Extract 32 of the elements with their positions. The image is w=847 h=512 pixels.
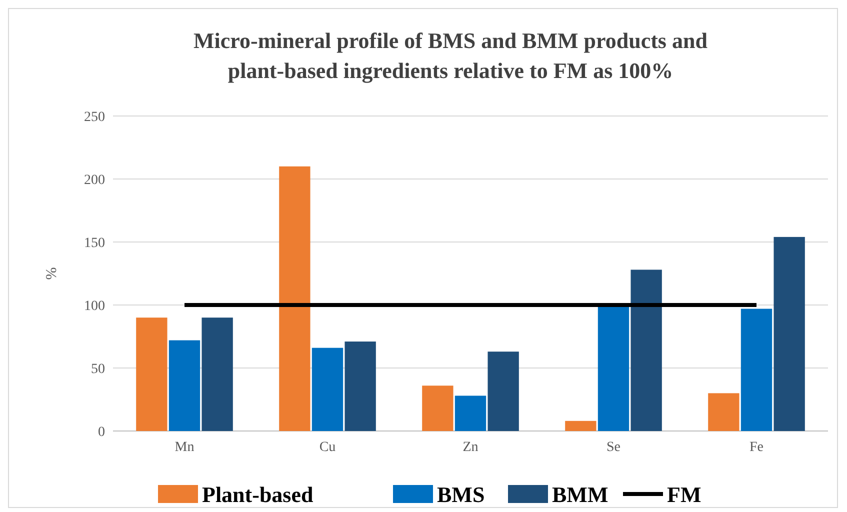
y-tick-label: 150: [84, 236, 105, 251]
bar: [598, 305, 630, 431]
legend-label: BMM: [552, 482, 608, 507]
bar: [565, 420, 596, 431]
y-tick-label: 50: [91, 362, 105, 377]
bar: [454, 396, 486, 431]
y-axis-title: %: [44, 267, 60, 280]
bar: [136, 318, 168, 431]
x-tick-label: Zn: [462, 440, 478, 455]
bar: [488, 352, 519, 431]
bar: [708, 393, 740, 431]
bar: [202, 318, 233, 431]
bar: [422, 386, 454, 431]
legend-label: FM: [667, 482, 702, 507]
x-tick-label: Se: [606, 440, 620, 455]
bar: [774, 236, 805, 431]
bar: [312, 348, 344, 431]
x-tick-label: Fe: [750, 440, 764, 455]
bar: [344, 342, 376, 431]
bar: [279, 166, 310, 431]
y-tick-label: 250: [84, 110, 105, 125]
chart-title: Micro-mineral profile of BMS and BMM products and plant-based ingredients relative to FM as 100%: [194, 28, 708, 83]
y-tick-label: 200: [84, 173, 105, 188]
legend-label: Plant-based: [202, 482, 314, 507]
bar: [630, 270, 662, 431]
bar: [168, 340, 200, 431]
y-tick-label: 0: [98, 425, 105, 440]
bar: [740, 308, 772, 431]
y-tick-label: 100: [84, 299, 105, 314]
x-tick-label: Cu: [319, 440, 336, 455]
x-tick-label: Mn: [174, 440, 194, 455]
legend-label: BMS: [437, 482, 485, 507]
